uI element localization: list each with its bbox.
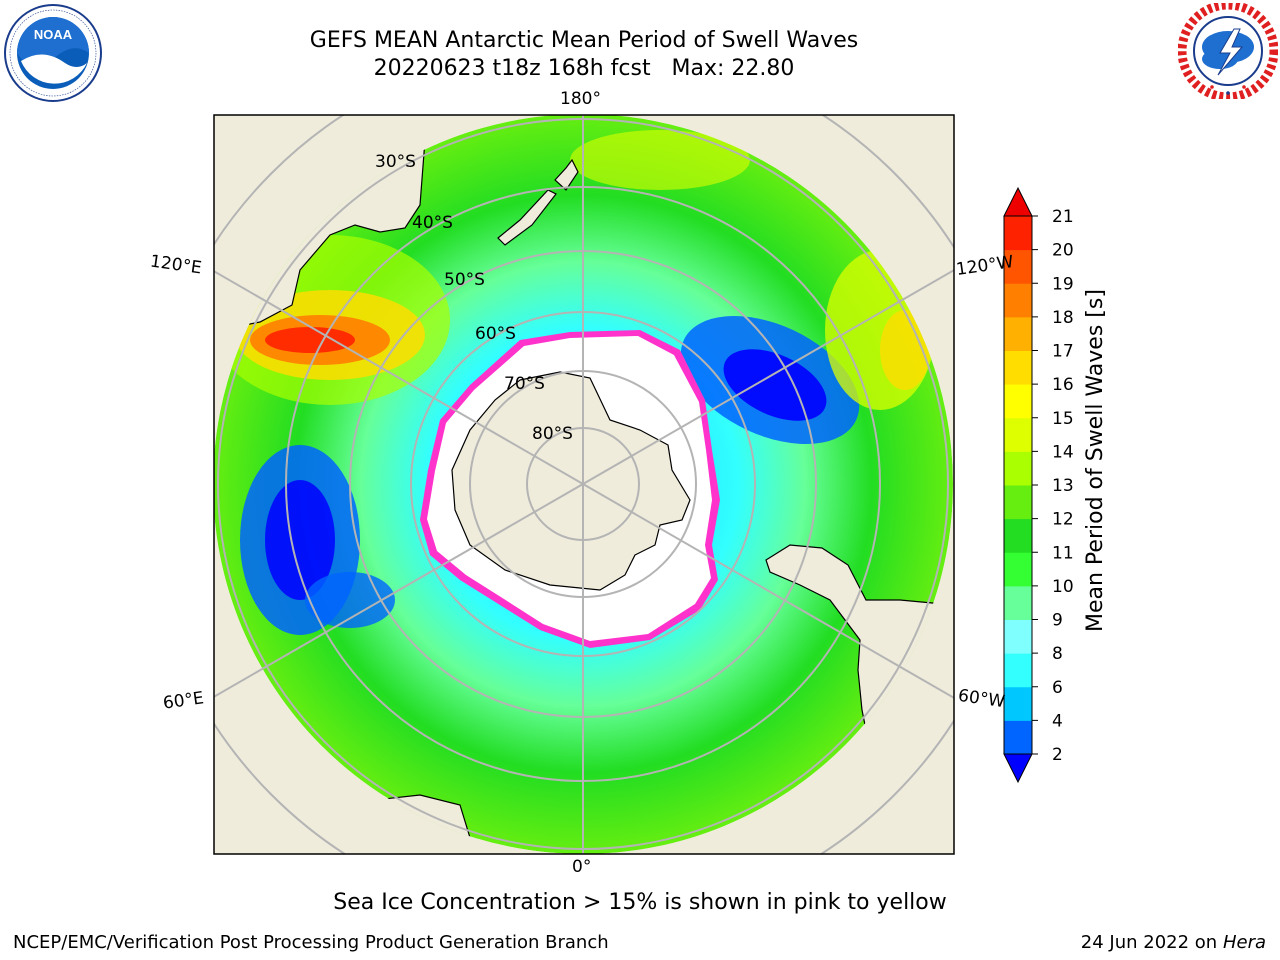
colorbar-tick-label: 18 (1052, 308, 1074, 328)
date-value: 24 Jun 2022 on (1080, 932, 1218, 953)
sea-ice-caption: Sea Ice Concentration > 15% is shown in … (333, 890, 947, 915)
colorbar-tick-label: 21 (1052, 207, 1074, 227)
colorbar-bin (1004, 384, 1032, 419)
meridian-120e-60w (214, 270, 954, 700)
lat-label-80s: 80°S (532, 424, 573, 444)
colorbar-tick-label: 16 (1052, 375, 1074, 395)
colorbar-tick-label: 20 (1052, 241, 1074, 261)
colorbar-bin (1004, 316, 1032, 351)
lat-label-60s: 60°S (475, 324, 516, 344)
host-name: Hera (1222, 932, 1266, 953)
colorbar-bin (1004, 653, 1032, 688)
colorbar-bin (1004, 249, 1032, 284)
colorbar-label: Mean Period of Swell Waves [s] (1083, 289, 1108, 632)
colorbar-tick-label: 6 (1052, 678, 1063, 698)
colorbar-tick-label: 10 (1052, 577, 1074, 597)
antarctica-land (451, 371, 691, 591)
low-period-zone-west-core (265, 480, 335, 600)
date-text: 24 Jun 2022 on Hera (1081, 932, 1266, 953)
colorbar: 2 4 6 8 9 10 11 12 13 14 15 16 17 18 19 20 21 (1003, 186, 1074, 784)
noaa-logo-text: NOAA (34, 27, 73, 42)
colorbar-bin (1004, 585, 1032, 620)
colorbar-tick-label: 2 (1052, 745, 1063, 765)
colorbar-tick-label: 13 (1052, 476, 1074, 496)
colorbar-tick-label: 12 (1052, 510, 1074, 530)
long-period-zone-red (265, 327, 355, 353)
colorbar-tick-label: 9 (1052, 611, 1063, 631)
colorbar-tick-label: 14 (1052, 442, 1074, 462)
lat-label-30s: 30°S (375, 152, 416, 172)
new-zealand-south (497, 189, 557, 246)
colorbar-bin (1004, 417, 1032, 452)
lat-label-70s: 70°S (504, 374, 545, 394)
colorbar-bin (1004, 485, 1032, 520)
long-period-zone-north (570, 130, 750, 190)
colorbar-max-arrow (1003, 186, 1033, 217)
colorbar-bin (1004, 619, 1032, 654)
colorbar-tick-label: 19 (1052, 274, 1074, 294)
lon-label-0: 0° (572, 857, 592, 877)
colorbar-bin (1004, 552, 1032, 587)
colorbar-bin (1004, 283, 1032, 318)
nws-logo (1177, 0, 1279, 102)
colorbar-tick-label: 4 (1052, 711, 1063, 731)
lon-label-180: 180° (560, 89, 601, 109)
long-period-zone-ne-core (880, 310, 930, 390)
colorbar-bin (1004, 720, 1032, 755)
colorbar-bin (1004, 518, 1032, 553)
colorbar-min-arrow (1003, 753, 1033, 784)
colorbar-bin (1004, 686, 1032, 721)
colorbar-tick-label: 8 (1052, 644, 1063, 664)
chart-title: GEFS MEAN Antarctic Mean Period of Swell… (309, 28, 859, 53)
colorbar-tick-label: 11 (1052, 543, 1074, 563)
lat-label-50s: 50°S (444, 270, 485, 290)
colorbar-bin (1004, 216, 1032, 251)
lat-label-40s: 40°S (412, 213, 453, 233)
chart-subtitle: 20220623 t18z 168h fcst Max: 22.80 (373, 56, 795, 81)
noaa-logo: NOAA (3, 3, 103, 103)
map-frame (213, 114, 955, 855)
colorbar-bin (1004, 350, 1032, 385)
colorbar-bin (1004, 451, 1032, 486)
colorbar-tick-label: 17 (1052, 342, 1074, 362)
colorbar-tick-label: 15 (1052, 409, 1074, 429)
graticule (214, 115, 954, 854)
credit-text: NCEP/EMC/Verification Post Processing Pr… (13, 932, 609, 953)
